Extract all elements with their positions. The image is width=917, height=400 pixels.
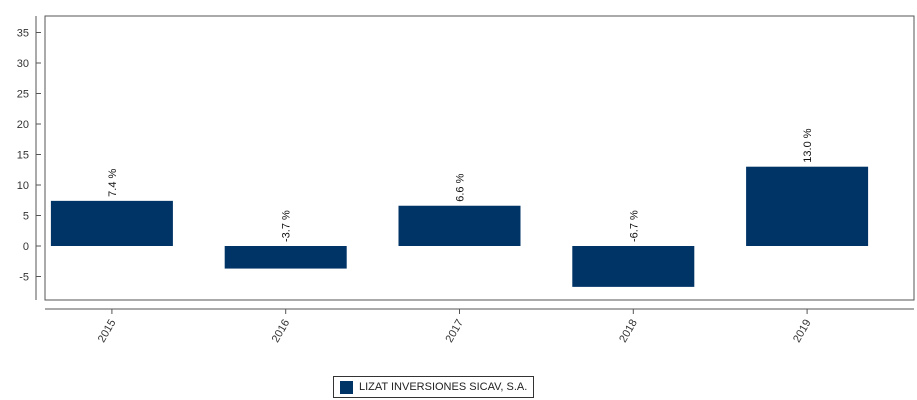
legend-label: LIZAT INVERSIONES SICAV, S.A. <box>359 381 528 393</box>
bar-2015 <box>50 200 173 246</box>
data-label-2016: -3.7 % <box>281 210 293 242</box>
legend: LIZAT INVERSIONES SICAV, S.A. <box>333 376 535 398</box>
x-tick-label: 2018 <box>617 318 640 345</box>
x-tick-label: 2016 <box>270 318 293 345</box>
bar-2017 <box>398 205 521 246</box>
data-label-2017: 6.6 % <box>455 173 467 201</box>
data-label-2015: 7.4 % <box>107 169 119 197</box>
bar-2016 <box>224 246 347 269</box>
y-tick-label: 25 <box>17 89 29 101</box>
y-tick-label: 20 <box>17 119 29 131</box>
data-labels: 7.4 % -3.7 % 6.6 % -6.7 % 13.0 % <box>107 128 814 242</box>
x-tick-label: 2015 <box>96 318 119 345</box>
y-tick-label: 0 <box>23 241 29 253</box>
data-label-2018: -6.7 % <box>628 210 640 242</box>
y-tick-label: 35 <box>17 28 29 40</box>
bar-series <box>50 166 869 287</box>
y-tick-label: 5 <box>23 211 29 223</box>
y-tick-label: -5 <box>19 272 29 284</box>
x-axis: 2015 2016 2017 2018 2019 <box>45 308 914 345</box>
plot-area-frame <box>44 15 915 301</box>
y-tick-label: 10 <box>17 180 29 192</box>
x-tick-label: 2017 <box>443 318 466 345</box>
bar-2018 <box>572 246 695 287</box>
y-tick-label: 30 <box>17 58 29 70</box>
legend-swatch <box>340 380 353 394</box>
data-label-2019: 13.0 % <box>802 128 814 162</box>
bar-2019 <box>746 166 869 246</box>
y-axis: 35 30 25 20 15 10 5 0 -5 <box>17 16 41 300</box>
x-tick-label: 2019 <box>791 318 814 345</box>
y-tick-label: 15 <box>17 150 29 162</box>
